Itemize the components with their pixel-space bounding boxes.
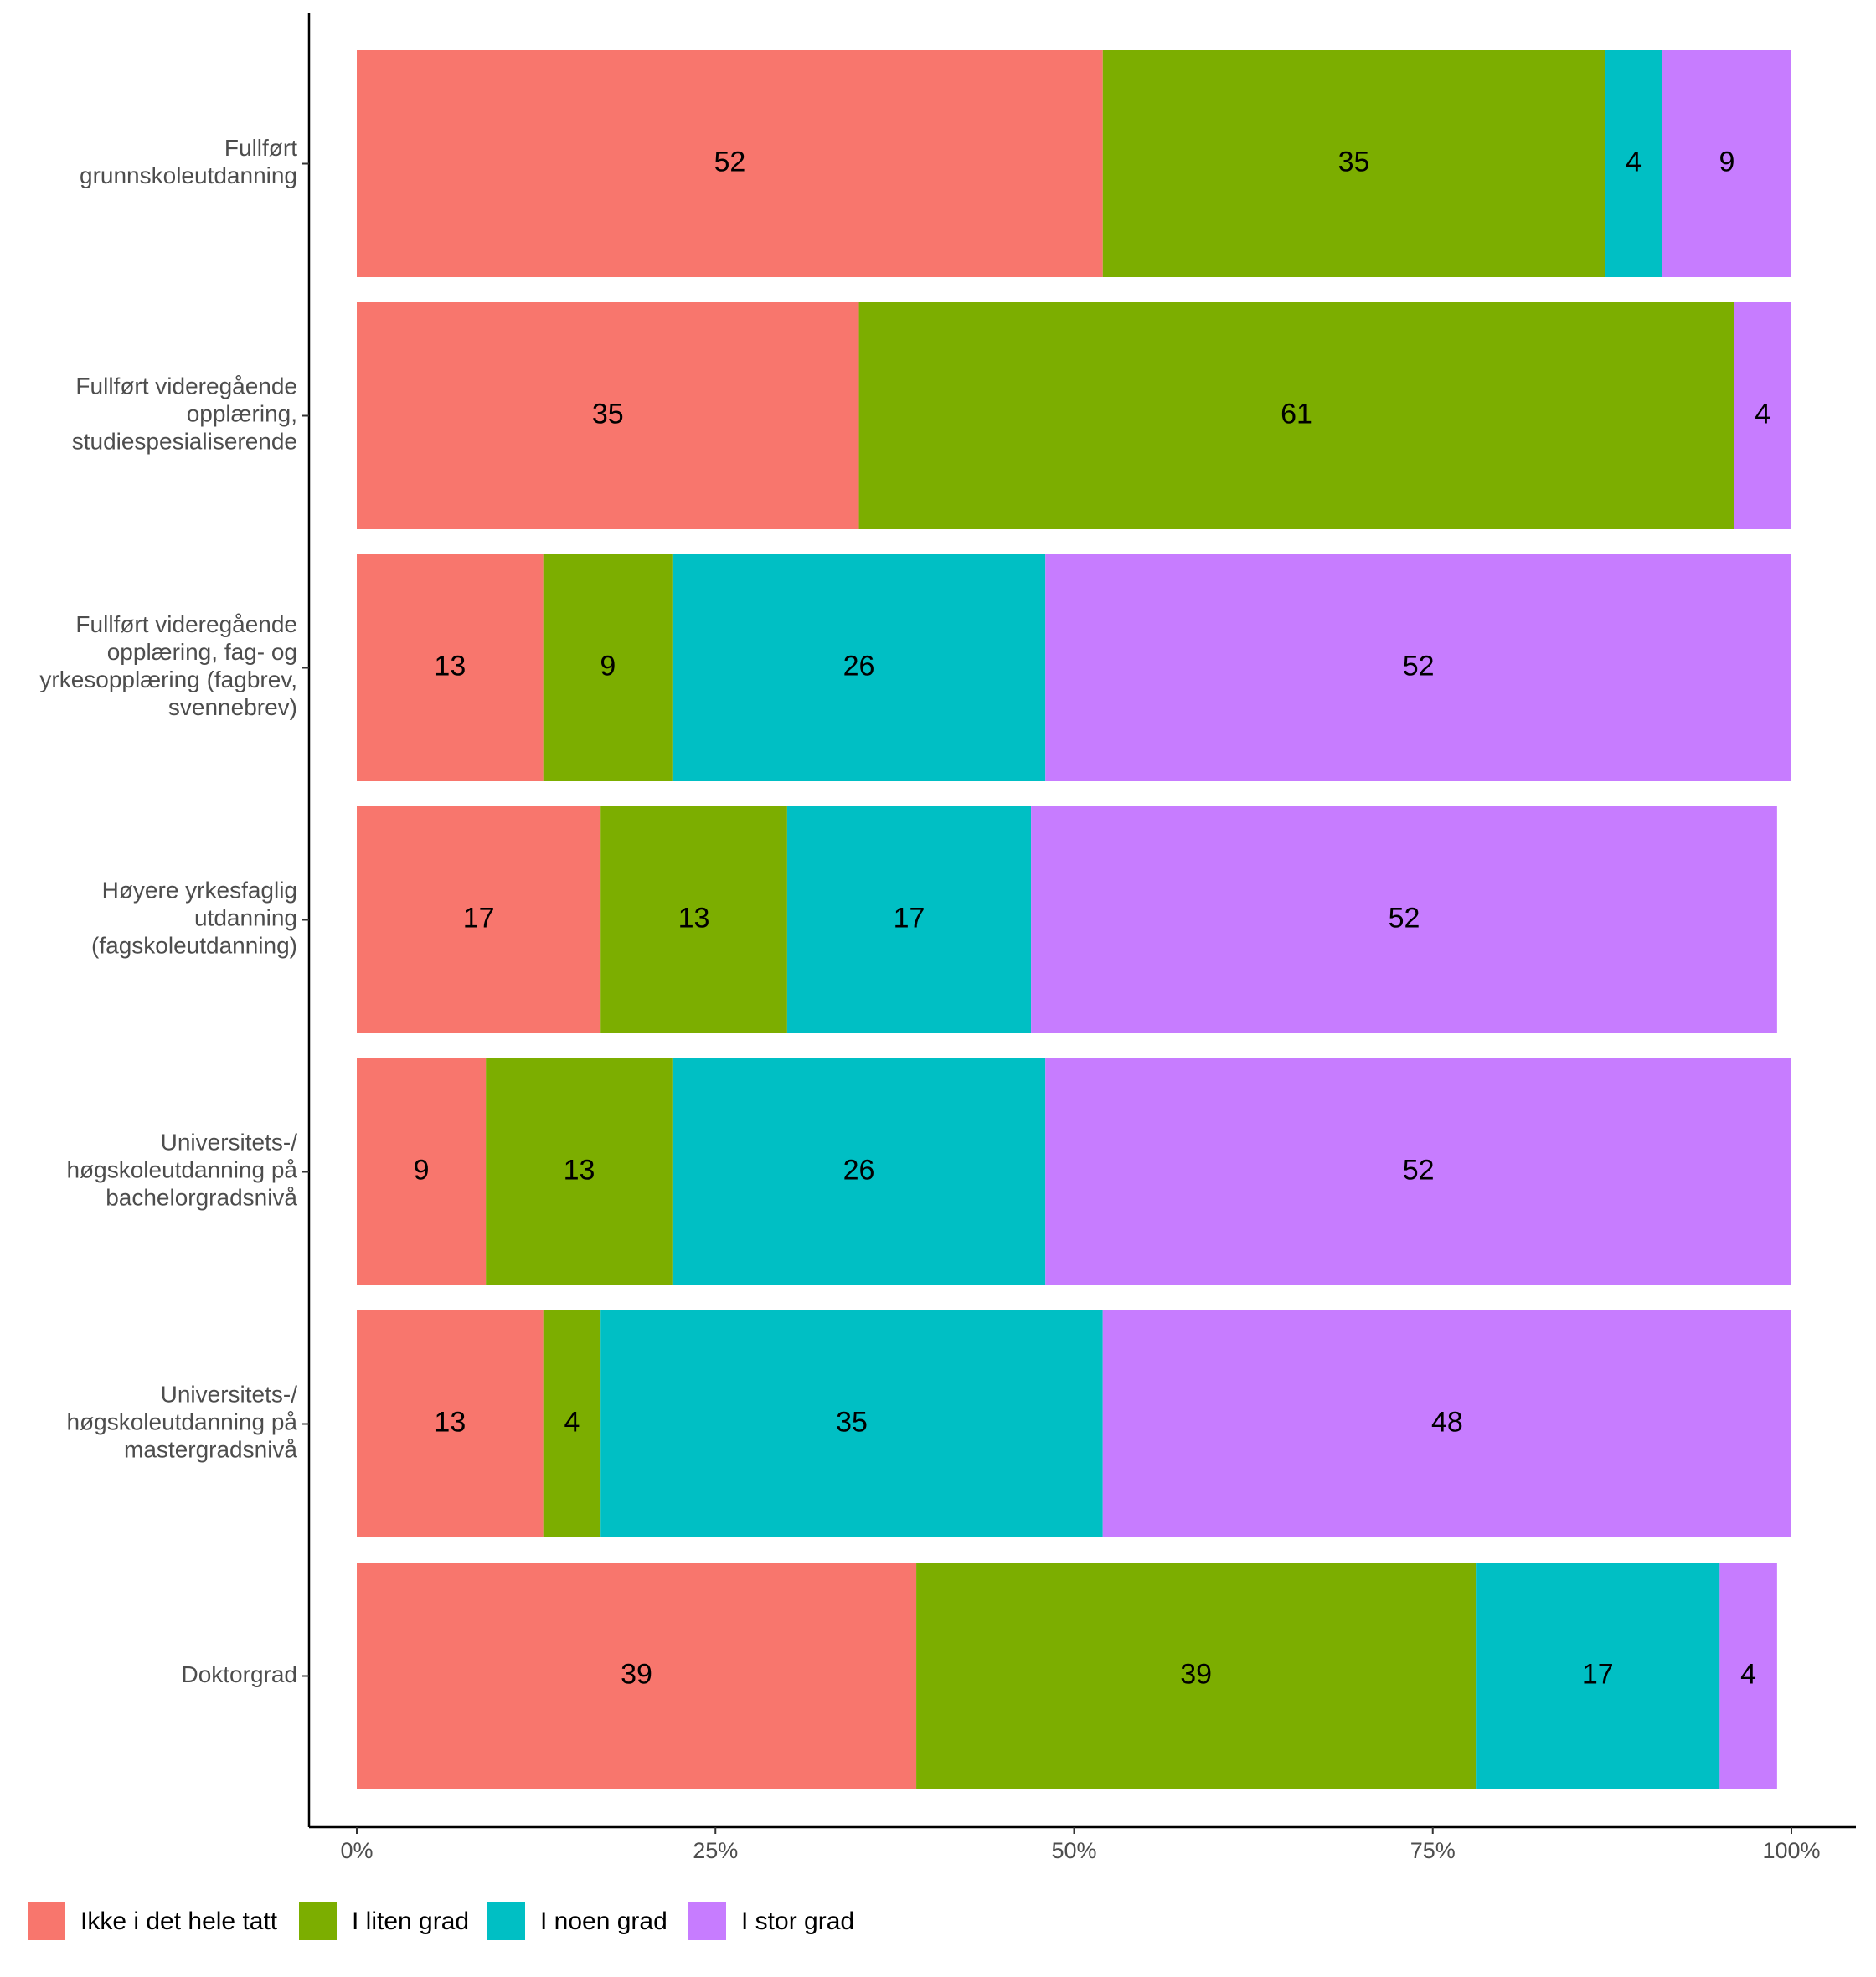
legend-swatch — [299, 1902, 337, 1940]
bar-segment — [1045, 1058, 1791, 1285]
value-label: 52 — [1403, 1154, 1435, 1186]
value-label: 26 — [843, 650, 875, 682]
value-label: 39 — [1180, 1658, 1212, 1690]
bar-segment — [1102, 1310, 1791, 1537]
bar-segment — [357, 50, 1103, 277]
value-label: 4 — [1740, 1658, 1756, 1690]
x-tick-label: 100% — [1762, 1838, 1820, 1863]
legend-label: Ikke i det hele tatt — [80, 1907, 278, 1935]
y-tick-label: Fullført videregående opplæring, fag- og y… — [39, 611, 297, 720]
bar-segment — [1605, 50, 1662, 277]
value-label: 9 — [414, 1154, 430, 1186]
bar-segment — [486, 1058, 673, 1285]
y-tick-label: Fullført videregående opplæring, studiespe… — [72, 373, 297, 455]
value-label: 4 — [1626, 146, 1642, 178]
bar-segment — [543, 1310, 601, 1537]
legend-swatch — [688, 1902, 726, 1940]
value-label: 26 — [843, 1154, 875, 1186]
bar-segment — [357, 554, 544, 781]
bar-segment — [1102, 50, 1605, 277]
value-label: 13 — [678, 902, 710, 934]
legend-swatch — [28, 1902, 65, 1940]
x-tick-label: 50% — [1051, 1838, 1096, 1863]
y-tick-label: Fullført grunnskoleutdanning — [80, 135, 297, 188]
bar-segment — [1031, 806, 1777, 1033]
value-label: 35 — [592, 398, 624, 430]
value-label: 52 — [1389, 902, 1420, 934]
y-tick-label: Høyere yrkesfaglig utdanning (fagskoleutda… — [91, 878, 297, 959]
legend-label: I noen grad — [540, 1907, 667, 1935]
bar-segment — [1734, 302, 1791, 529]
bar-segment — [600, 806, 787, 1033]
bar-segment — [543, 554, 673, 781]
bar-segment — [786, 806, 1032, 1033]
bar-segment — [357, 302, 859, 529]
value-label: 61 — [1281, 398, 1312, 430]
bar-segment — [1662, 50, 1791, 277]
value-label: 13 — [564, 1154, 595, 1186]
bar-segment — [672, 1058, 1046, 1285]
value-label: 52 — [714, 146, 745, 178]
value-label: 13 — [434, 1406, 466, 1438]
value-label: 35 — [836, 1406, 868, 1438]
bar-segment — [357, 1563, 917, 1789]
legend-label: I stor grad — [741, 1907, 854, 1935]
value-label: 4 — [564, 1406, 580, 1438]
bar-segment — [357, 1058, 487, 1285]
value-label: 17 — [894, 902, 925, 934]
bar-segment — [357, 806, 601, 1033]
bar-segment — [1476, 1563, 1720, 1789]
bar-segment — [1719, 1563, 1777, 1789]
value-label: 48 — [1431, 1406, 1463, 1438]
y-tick-label: Universitets-/høgskoleutdanning på bachel… — [66, 1130, 297, 1211]
bar-segment — [672, 554, 1046, 781]
y-tick-label: Universitets-/høgskoleutdanning på master… — [66, 1382, 297, 1463]
bar-segment — [1045, 554, 1791, 781]
bar-segment — [858, 302, 1734, 529]
y-tick-label: Doktorgrad — [181, 1661, 297, 1687]
value-label: 17 — [1582, 1658, 1614, 1690]
value-label: 52 — [1403, 650, 1435, 682]
bar-segment — [916, 1563, 1477, 1789]
bar-segment — [600, 1310, 1103, 1537]
bar-segment — [357, 1310, 544, 1537]
value-label: 17 — [463, 902, 495, 934]
x-tick-label: 0% — [340, 1838, 373, 1863]
x-tick-label: 25% — [693, 1838, 738, 1863]
value-label: 4 — [1755, 398, 1770, 430]
x-tick-label: 75% — [1410, 1838, 1456, 1863]
value-label: 39 — [621, 1658, 652, 1690]
value-label: 35 — [1338, 146, 1370, 178]
legend-label: I liten grad — [352, 1907, 469, 1935]
value-label: 13 — [434, 650, 466, 682]
value-label: 9 — [600, 650, 616, 682]
legend-swatch — [487, 1902, 525, 1940]
value-label: 9 — [1719, 146, 1734, 178]
